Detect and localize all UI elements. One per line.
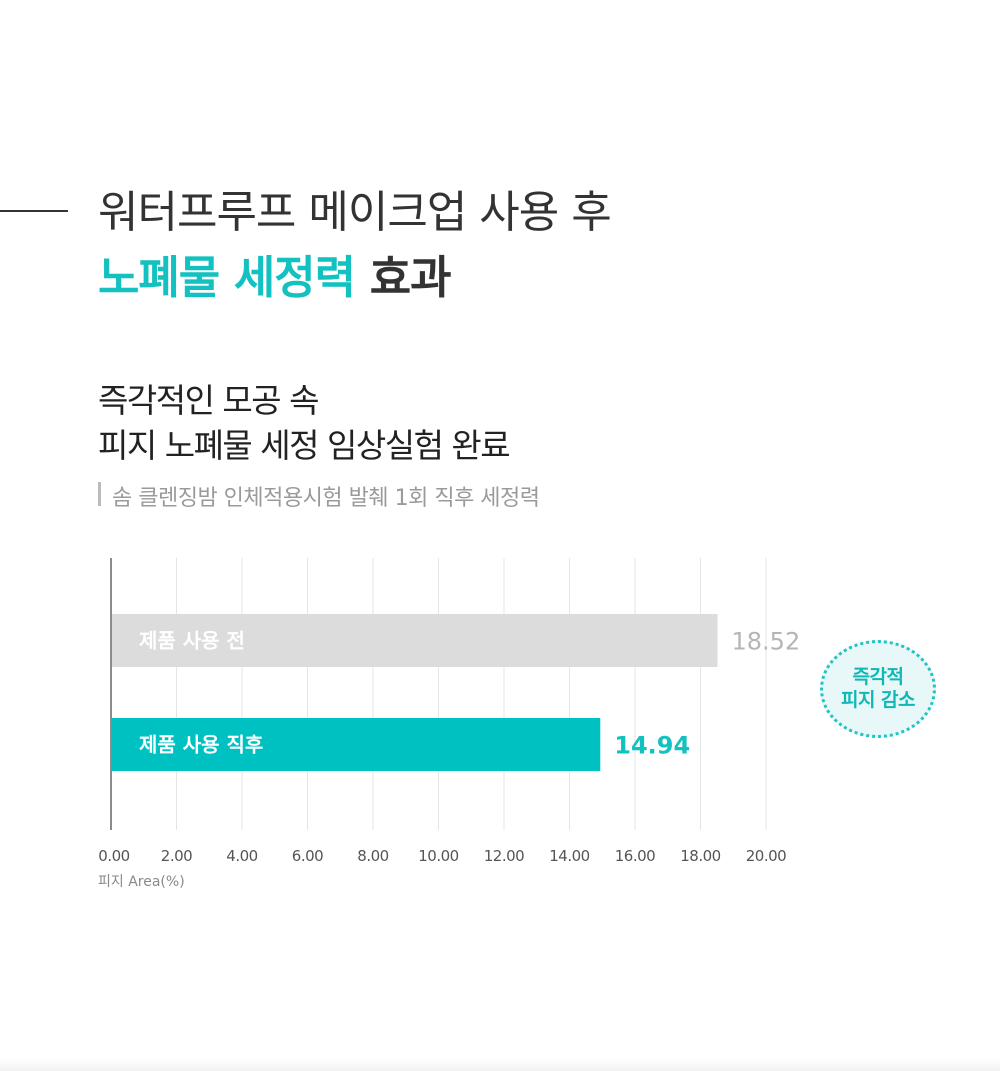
subtitle-line-2: 피지 노폐물 세정 임상실험 완료 [98, 426, 511, 465]
bar-category-label: 제품 사용 전 [139, 629, 245, 653]
x-tick-label: 20.00 [746, 847, 786, 865]
badge-line-1: 즉각적 [852, 666, 904, 689]
bottom-shadow [0, 1059, 1000, 1071]
page-title-line-1: 워터프루프 메이크업 사용 후 [98, 187, 612, 238]
decorative-line [0, 210, 68, 212]
source-note: 솜 클렌징밤 인체적용시험 발췌 1회 직후 세정력 [112, 486, 540, 511]
x-tick-label: 0.00 [98, 847, 129, 865]
x-tick-label: 16.00 [615, 847, 655, 865]
x-axis-title: 피지 Area(%) [98, 874, 185, 890]
page-title-line-2: 노폐물 세정력 효과 [98, 241, 452, 306]
bar-value-label: 14.94 [614, 732, 690, 760]
x-tick-label: 10.00 [418, 847, 458, 865]
subtitle-line-1: 즉각적인 모공 속 [98, 381, 320, 420]
x-tick-label: 14.00 [549, 847, 589, 865]
x-tick-label: 6.00 [292, 847, 323, 865]
bar-category-label: 제품 사용 직후 [139, 733, 263, 757]
note-marker [98, 482, 101, 506]
bar-value-label: 18.52 [732, 628, 801, 656]
x-tick-label: 4.00 [226, 847, 257, 865]
page-title-rest: 효과 [355, 251, 452, 304]
page-title-accent: 노폐물 세정력 [98, 251, 356, 304]
x-tick-label: 8.00 [357, 847, 388, 865]
bar-chart: 제품 사용 전 18.52 제품 사용 직후 14.94 0.00 2.00 4.00 6.0… [98, 558, 801, 890]
x-tick-label: 18.00 [680, 847, 720, 865]
bar [111, 614, 718, 667]
reduction-badge: 즉각적 피지 감소 [820, 640, 936, 738]
badge-line-2: 피지 감소 [840, 689, 916, 711]
x-tick-label: 12.00 [484, 847, 524, 865]
bar [111, 718, 601, 771]
x-tick-label: 2.00 [161, 847, 192, 865]
